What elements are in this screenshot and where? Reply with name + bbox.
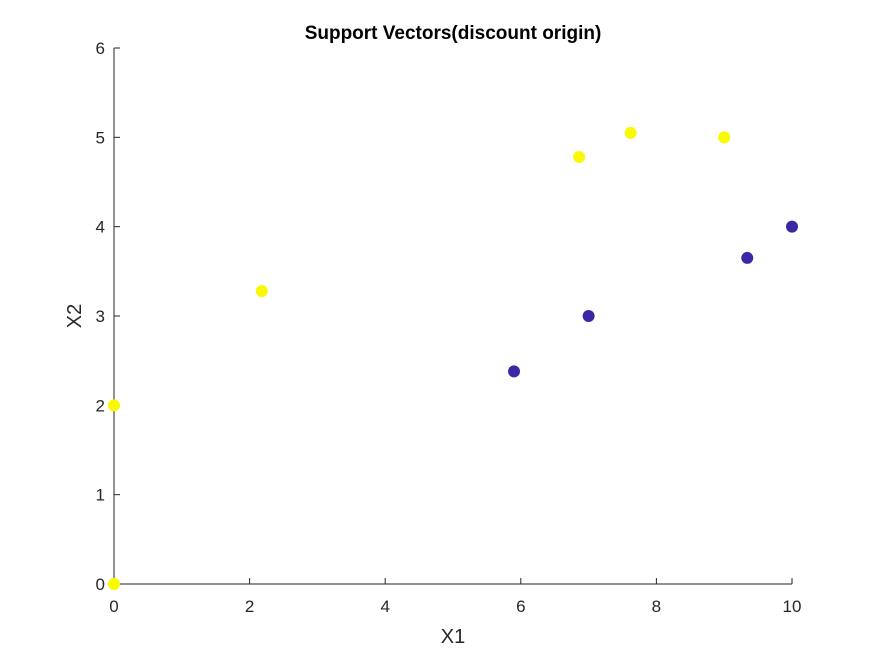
x-tick-label: 0 xyxy=(109,597,118,616)
x-axis-label: X1 xyxy=(441,626,465,648)
y-tick-label: 6 xyxy=(96,39,105,58)
y-tick-label: 4 xyxy=(96,218,105,237)
y-tick-label: 2 xyxy=(96,396,105,415)
x-tick-label: 2 xyxy=(245,597,254,616)
x-tick-label: 8 xyxy=(652,597,661,616)
data-points xyxy=(108,126,798,590)
x-tick-label: 10 xyxy=(783,597,802,616)
data-point xyxy=(624,126,637,139)
data-point xyxy=(786,220,798,233)
y-tick-label: 1 xyxy=(96,486,105,505)
data-point xyxy=(108,399,120,412)
x-tick-label: 4 xyxy=(380,597,389,616)
chart-title: Support Vectors(discount origin) xyxy=(305,23,602,44)
data-point xyxy=(108,578,120,590)
data-point xyxy=(582,310,595,322)
x-tick-label: 6 xyxy=(516,597,525,616)
data-point xyxy=(508,365,521,378)
y-tick-label: 0 xyxy=(96,575,105,594)
y-tick-label: 5 xyxy=(96,128,105,147)
plot-axes: 0 2 4 6 8 10 0 1 2 3 4 5 6 xyxy=(96,39,802,616)
data-point xyxy=(718,131,731,144)
y-axis-label: X2 xyxy=(64,304,86,328)
data-point xyxy=(741,251,754,264)
y-tick-label: 3 xyxy=(96,307,105,326)
data-point xyxy=(573,150,586,163)
data-point xyxy=(255,284,268,297)
